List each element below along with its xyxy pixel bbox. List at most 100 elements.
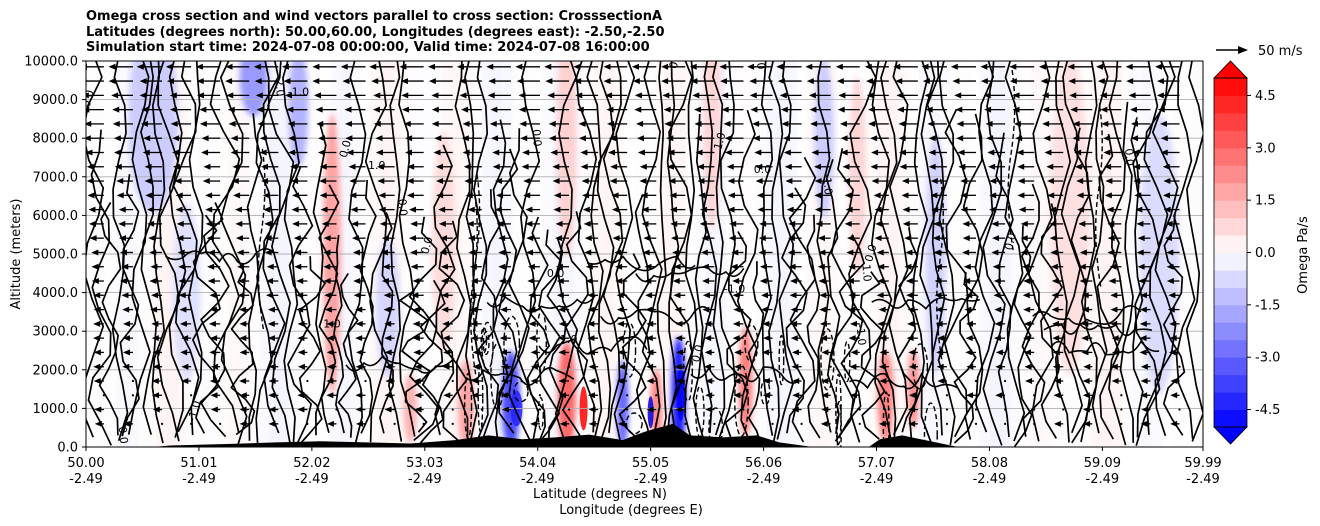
omega-contour-line — [937, 61, 956, 446]
wind-vector — [253, 63, 279, 70]
wind-vector — [530, 377, 540, 384]
wind-vector-head — [930, 192, 938, 199]
wind-vector — [704, 320, 715, 327]
wind-vector-head — [643, 235, 651, 242]
wind-vector-head — [966, 363, 974, 370]
wind-vector — [646, 349, 657, 356]
wind-vector — [928, 163, 947, 170]
wind-vector-head — [1163, 178, 1171, 185]
colorbar-segment — [1214, 322, 1247, 341]
wind-vector — [1157, 106, 1180, 113]
wind-vector — [646, 363, 657, 370]
wind-vector — [463, 163, 482, 170]
wind-vector-head — [690, 78, 698, 85]
wind-vector-head — [488, 78, 496, 85]
omega-contour-line — [995, 132, 1014, 438]
wind-vector — [381, 278, 395, 285]
wind-vector — [588, 420, 599, 427]
wind-vector — [895, 78, 918, 85]
wind-vector — [587, 320, 599, 327]
wind-vector — [209, 349, 221, 356]
wind-vector — [1168, 292, 1180, 299]
wind-vector-head — [865, 78, 873, 85]
wind-vector — [587, 392, 599, 399]
wind-vector-head — [817, 263, 825, 270]
wind-vector — [1159, 120, 1180, 127]
wind-vector-head — [694, 135, 702, 142]
wind-vector — [1049, 220, 1064, 227]
wind-vector — [528, 335, 540, 342]
wind-vector-head — [530, 349, 538, 356]
wind-vector-head — [268, 377, 276, 384]
wind-vector — [265, 292, 279, 299]
wind-vector-head — [868, 106, 876, 113]
wind-vector — [1012, 92, 1035, 99]
wind-vector-head — [646, 320, 654, 327]
wind-vector — [547, 106, 570, 113]
omega-contour-line — [635, 266, 745, 283]
wind-vector-head — [498, 263, 506, 270]
wind-vector-head — [1076, 178, 1084, 185]
wind-vector-head — [644, 263, 652, 270]
wind-vector — [945, 394, 949, 397]
wind-vector-head — [786, 206, 794, 213]
wind-vector — [230, 149, 250, 156]
wind-vector-head — [819, 320, 827, 327]
wind-vector-head — [87, 192, 95, 199]
wind-vector — [114, 149, 133, 156]
wind-vector — [178, 278, 192, 285]
wind-vector — [297, 406, 308, 413]
wind-vector — [326, 377, 337, 384]
wind-vector — [319, 163, 337, 170]
wind-vector-head — [782, 135, 790, 142]
wind-vector-head — [228, 120, 236, 127]
wind-vector-head — [732, 292, 740, 299]
wind-vector — [1044, 149, 1064, 156]
wind-vector-head — [607, 120, 615, 127]
wind-vector-head — [323, 263, 331, 270]
wind-vector — [131, 394, 135, 397]
wind-vector-head — [1076, 192, 1084, 199]
wind-vector — [492, 163, 511, 170]
wind-vector — [335, 408, 338, 411]
wind-vector — [731, 249, 744, 256]
wind-vector-head — [526, 235, 534, 242]
colorbar-segment — [1214, 392, 1247, 411]
wind-vector-head — [315, 106, 323, 113]
wind-vector — [1132, 149, 1151, 156]
wind-vector-head — [410, 249, 418, 256]
wind-vector-head — [178, 292, 186, 299]
contour-label: 1.0 — [711, 131, 728, 151]
wind-vector-head — [1107, 235, 1115, 242]
wind-vector — [1101, 120, 1122, 127]
wind-vector-head — [585, 263, 593, 270]
wind-vector — [1083, 363, 1093, 370]
contour-label: -1.0 — [854, 323, 869, 346]
wind-vector — [239, 406, 250, 413]
wind-vector — [501, 406, 511, 413]
wind-vector — [433, 149, 453, 156]
wind-vector — [777, 78, 802, 85]
wind-vector — [662, 92, 686, 99]
wind-vector — [847, 235, 860, 242]
wind-vector — [791, 363, 802, 370]
wind-vector — [1020, 249, 1035, 256]
wind-vector-head — [956, 135, 964, 142]
wind-vector — [558, 320, 570, 327]
wind-vector — [530, 420, 540, 427]
wind-vector-head — [170, 120, 178, 127]
wind-vector-head — [724, 149, 732, 156]
wind-vector-head — [705, 406, 713, 413]
wind-vector-head — [811, 149, 819, 156]
wind-vector — [1079, 235, 1093, 242]
wind-vector — [384, 335, 395, 342]
wind-vector-head — [230, 135, 238, 142]
wind-vector — [1052, 363, 1064, 370]
wind-vector-head — [93, 320, 101, 327]
wind-vector-head — [850, 349, 858, 356]
wind-vector-head — [907, 306, 915, 313]
wind-vector-head — [1170, 392, 1178, 399]
wind-vector-head — [956, 120, 964, 127]
wind-vector-head — [177, 249, 185, 256]
wind-vector — [615, 278, 628, 285]
